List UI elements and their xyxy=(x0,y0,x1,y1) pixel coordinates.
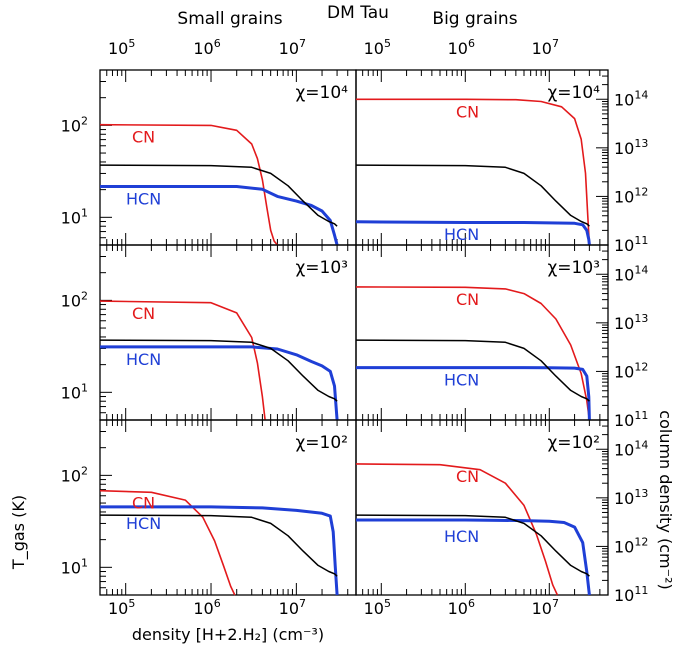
series-hcn xyxy=(356,366,591,421)
chi-annotation: χ=10³ xyxy=(547,258,600,278)
x-tick-label-top: 106 xyxy=(193,37,220,58)
series-cn xyxy=(99,489,236,596)
y-left-tick-label: 102 xyxy=(61,464,88,485)
y-axis-title-left: T_gas (K) xyxy=(9,495,29,570)
column-title-small-grains: Small grains xyxy=(177,9,282,29)
panel-grid: χ=10⁴CNHCNχ=10⁴CNHCNχ=10³CNHCNχ=10³CNHCN… xyxy=(99,69,609,596)
x-tick-label-top: 107 xyxy=(279,37,306,58)
y-right-tick-label: 1011 xyxy=(614,584,648,605)
y-right-tick-label: 1012 xyxy=(614,535,648,556)
series-cn xyxy=(355,286,591,421)
chi-annotation: χ=10³ xyxy=(295,258,348,278)
chi-annotation: χ=10⁴ xyxy=(547,83,600,103)
y-right-tick-label: 1014 xyxy=(614,438,648,459)
panel-r1-c1: χ=10³ CN HCN xyxy=(355,244,609,421)
column-title-big-grains: Big grains xyxy=(432,9,517,29)
series-cn xyxy=(99,300,266,421)
y-right-tick-label: 1014 xyxy=(614,88,648,109)
cn-label: CN xyxy=(456,102,479,121)
y-right-tick-label: 1013 xyxy=(614,487,648,508)
y-right-tick-label: 1013 xyxy=(614,137,648,158)
y-left-tick-label: 101 xyxy=(61,381,88,402)
series-t-gas xyxy=(355,164,590,227)
x-tick-label: 105 xyxy=(108,597,135,618)
x-axis-title: density [H+2.H₂] (cm⁻³) xyxy=(132,625,324,644)
y-left-tick-label: 101 xyxy=(61,206,88,227)
x-tick-label: 106 xyxy=(448,597,475,618)
chi-annotation: χ=10² xyxy=(295,433,348,453)
y-left-tick-label: 102 xyxy=(61,289,88,310)
series-hcn xyxy=(100,345,339,421)
hcn-label: HCN xyxy=(126,350,161,369)
chi-annotation: χ=10² xyxy=(547,433,600,453)
series-t-gas xyxy=(99,514,338,577)
hcn-label: HCN xyxy=(444,371,479,390)
series-hcn xyxy=(100,505,339,596)
y-left-tick-label: 101 xyxy=(61,556,88,577)
series-hcn xyxy=(355,220,591,246)
series-t-gas xyxy=(99,339,338,402)
panel-r2-c1: χ=10² CN HCN xyxy=(355,419,609,596)
x-tick-label: 105 xyxy=(364,597,391,618)
x-tick-label: 107 xyxy=(532,597,559,618)
y-right-tick-label: 1011 xyxy=(614,409,648,430)
y-right-tick-label: 1013 xyxy=(614,312,648,333)
y-right-tick-label: 1014 xyxy=(614,263,648,284)
panel-r0-c0: χ=10⁴ CN HCN xyxy=(99,69,357,246)
series-cn xyxy=(99,123,279,246)
cn-label: CN xyxy=(132,128,155,147)
y-left-tick-label: 102 xyxy=(61,114,88,135)
hcn-label: HCN xyxy=(444,527,479,546)
x-tick-label-top: 106 xyxy=(448,37,475,58)
panel-frame xyxy=(355,419,609,596)
series-hcn xyxy=(356,518,591,596)
series-t-gas xyxy=(99,164,338,227)
hcn-label: HCN xyxy=(444,225,479,244)
cn-label: CN xyxy=(132,304,155,323)
x-tick-label-top: 105 xyxy=(364,37,391,58)
y-right-tick-label: 1012 xyxy=(614,185,648,206)
y-right-tick-label: 1012 xyxy=(614,360,648,381)
x-tick-label-top: 107 xyxy=(532,37,559,58)
figure-title: DM Tau xyxy=(327,3,389,23)
tick-labels: 1051051061061071071051051061061071071011… xyxy=(61,37,649,618)
series-hcn xyxy=(100,185,339,246)
cn-label: CN xyxy=(132,494,155,513)
series-cn xyxy=(356,98,591,246)
panel-r1-c0: χ=10³ CN HCN xyxy=(99,244,357,421)
x-tick-label: 106 xyxy=(193,597,220,618)
series-t-gas xyxy=(355,339,590,402)
x-tick-label-top: 105 xyxy=(108,37,135,58)
y-axis-title-right: column density (cm⁻²) xyxy=(656,410,675,589)
hcn-label: HCN xyxy=(126,189,161,208)
series-t-gas xyxy=(355,514,590,577)
panel-r0-c1: χ=10⁴ CN HCN xyxy=(355,69,609,246)
cn-label: CN xyxy=(456,467,479,486)
y-right-tick-label: 1011 xyxy=(614,234,648,255)
series-cn xyxy=(355,463,559,596)
x-tick-label: 107 xyxy=(279,597,306,618)
hcn-label: HCN xyxy=(126,514,161,533)
cn-label: CN xyxy=(456,290,479,309)
chi-annotation: χ=10⁴ xyxy=(295,83,348,103)
